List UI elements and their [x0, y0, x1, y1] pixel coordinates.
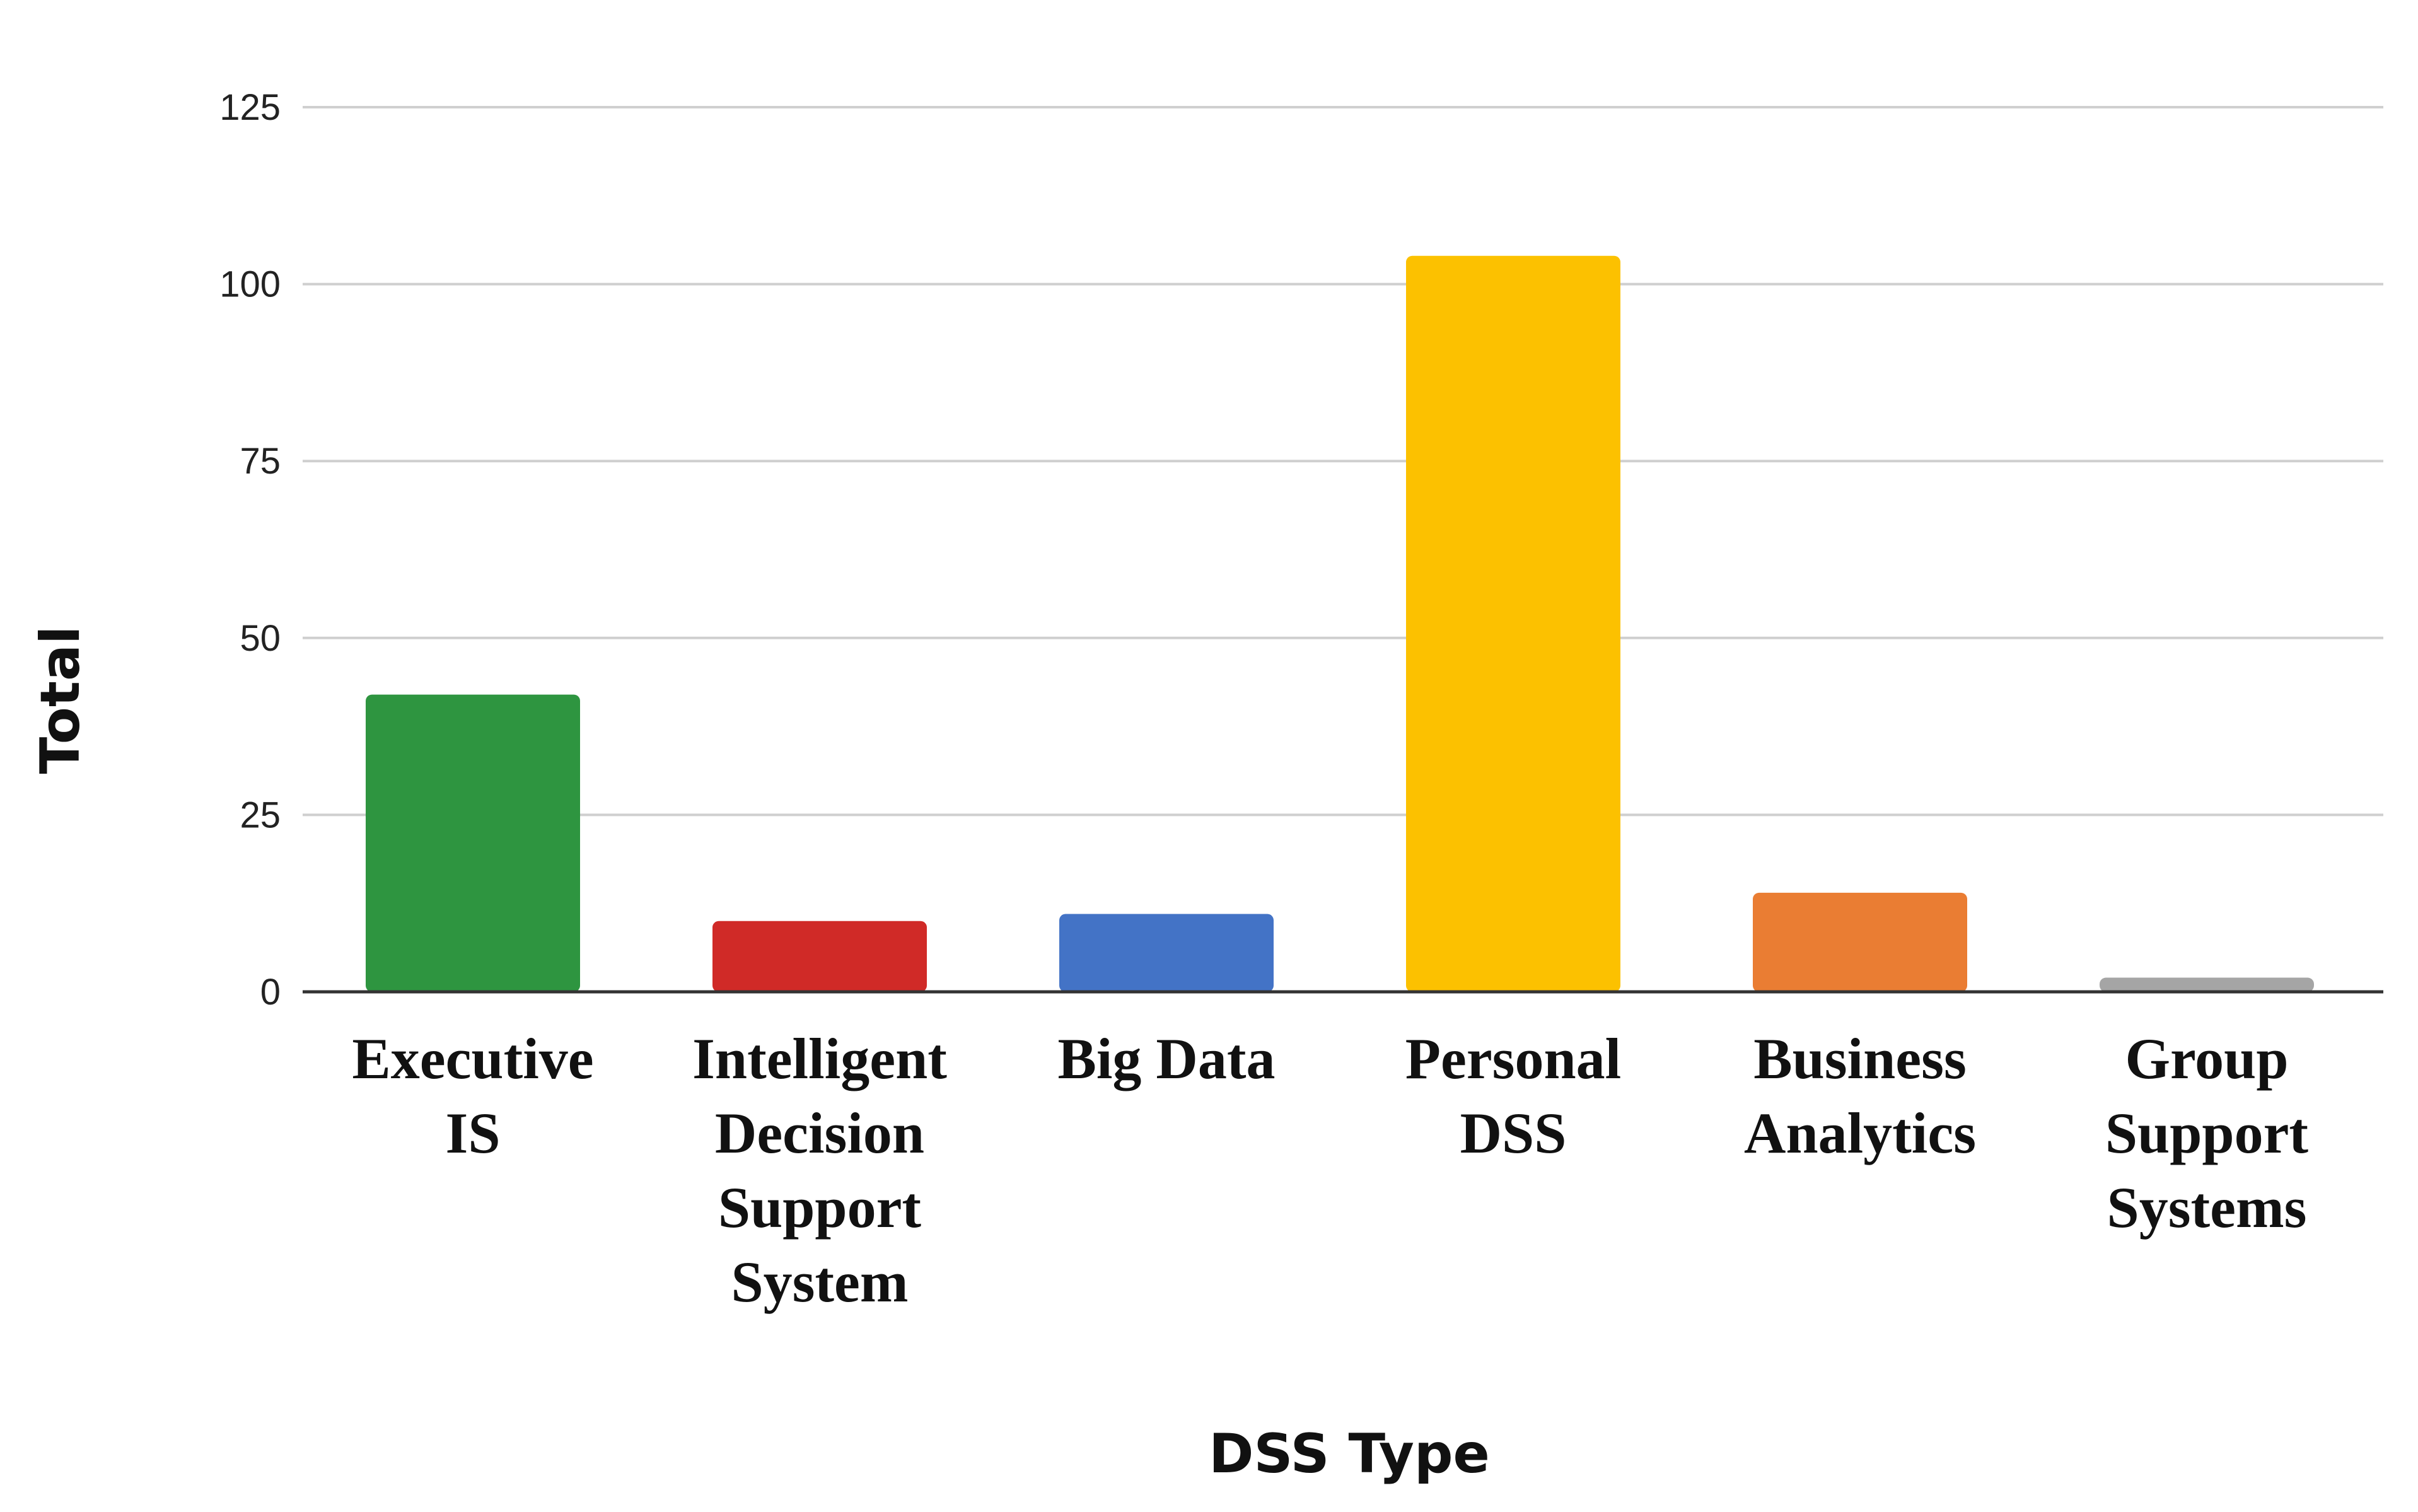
y-tick-label: 50	[240, 618, 281, 659]
x-tick-label: Group Support Systems	[2105, 1026, 2308, 1240]
bar	[712, 921, 927, 992]
x-tick-label: Business Analytics	[1744, 1026, 1976, 1165]
y-tick-label: 25	[240, 794, 281, 835]
x-axis-category-labels: Executive IS Intelligent Decision Support Sys…	[352, 1026, 2308, 1314]
bar	[1059, 914, 1274, 992]
bar	[1406, 255, 1620, 992]
y-tick-label: 125	[219, 87, 281, 128]
y-axis-ticks: 0 25 50 75 100 125	[219, 87, 281, 1013]
x-tick-label: Personal DSS	[1405, 1026, 1621, 1165]
y-axis-title: Total	[29, 626, 92, 774]
y-tick-label: 100	[219, 264, 281, 305]
bar	[1753, 892, 1967, 992]
bar	[2100, 977, 2314, 992]
y-tick-label: 0	[260, 972, 281, 1013]
x-tick-label: Executive IS	[352, 1026, 593, 1165]
gridlines	[303, 106, 2383, 817]
x-axis-title: DSS Type	[1209, 1422, 1490, 1486]
y-tick-label: 75	[240, 441, 281, 482]
x-tick-label: Intelligent Decision Support System	[692, 1026, 947, 1314]
x-tick-label: Big Data	[1058, 1026, 1276, 1091]
bars	[366, 255, 2314, 992]
bar	[366, 694, 580, 992]
